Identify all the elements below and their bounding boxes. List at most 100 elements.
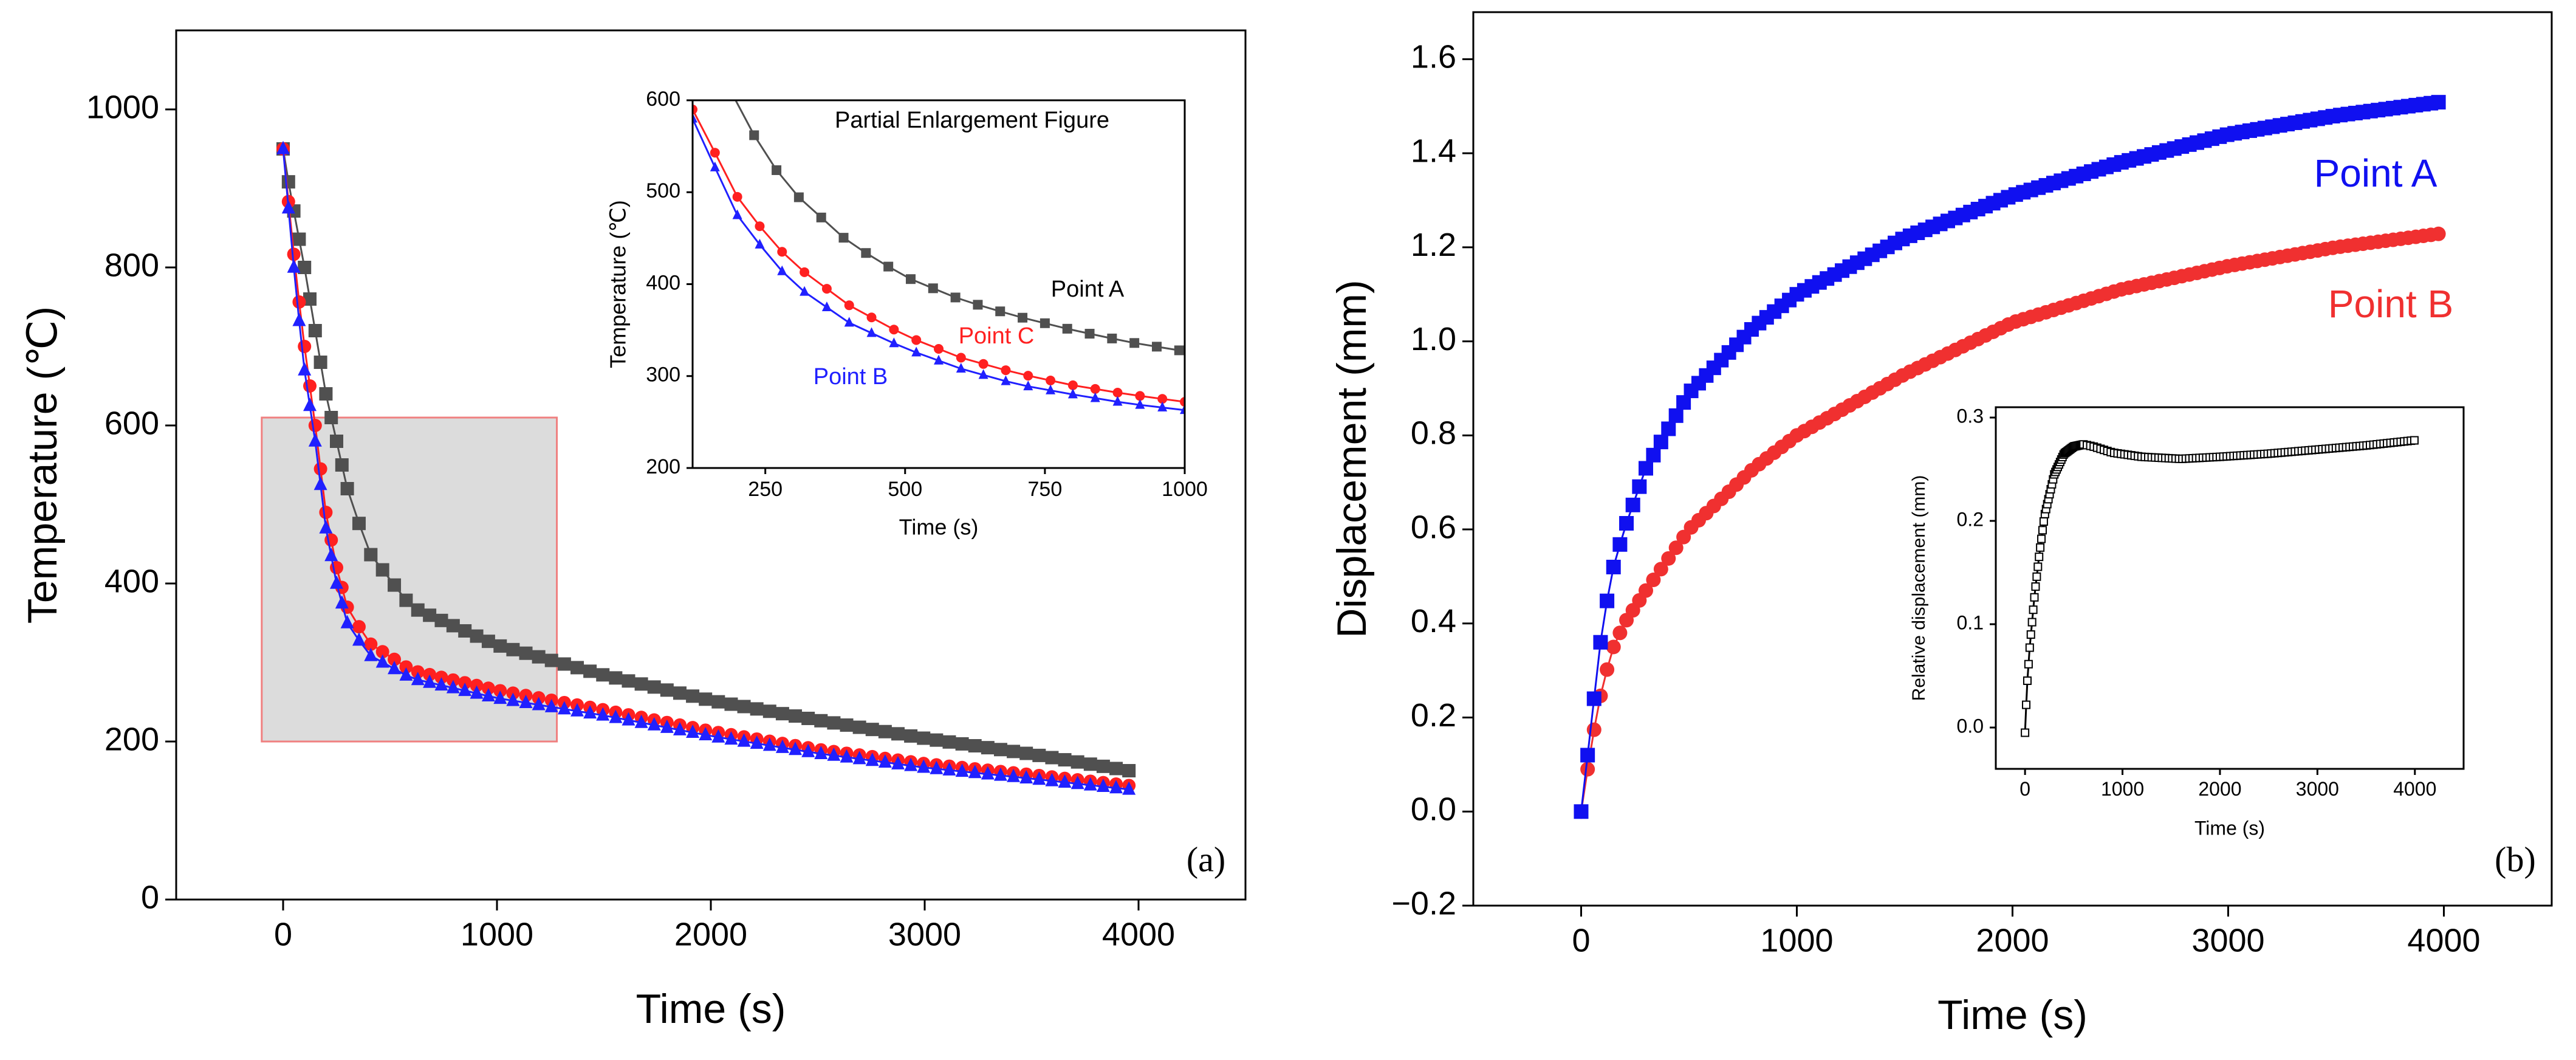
panel-b-inset-relative-point-11 bbox=[2033, 562, 2043, 571]
panel-a-point-a-point-40 bbox=[686, 689, 700, 703]
panel-a-inset-point-b-point-5 bbox=[800, 286, 810, 296]
panel-b-point-a-point-11 bbox=[1646, 447, 1661, 463]
panel-b-inset-xtick-label-0: 0 bbox=[2019, 778, 2030, 800]
panel-a-point-b-point-63 bbox=[981, 766, 995, 780]
panel-a-inset-point-c-point-18 bbox=[1090, 384, 1100, 394]
panel-a-inset-point-c-point-14 bbox=[1001, 365, 1011, 376]
panel-a-point-a-point-71 bbox=[1083, 757, 1097, 771]
panel-b-inset-relative-point-2 bbox=[2023, 676, 2032, 685]
panel-a-point-b-point-26 bbox=[506, 692, 520, 706]
panel-a-inset-point-a-point-5 bbox=[816, 212, 826, 222]
panel-a-point-a-point-42 bbox=[711, 695, 725, 709]
panel-a-point-c-point-3 bbox=[292, 295, 306, 309]
panel-a-point-a-point-64 bbox=[993, 743, 1007, 757]
panel-a-point-b-point-58 bbox=[917, 759, 931, 773]
panel-b-inset-ylabel: Relative displacement (mm) bbox=[1909, 475, 1929, 701]
panel-a-inset-point-c-point-15 bbox=[1023, 371, 1033, 381]
panel-a-point-b-point-52 bbox=[840, 749, 854, 763]
panel-b-ytick-label-9: 1.6 bbox=[1411, 39, 1456, 75]
panel-a-inset-point-c-series bbox=[693, 105, 1185, 407]
panel-a-inset-point-c-point-1 bbox=[710, 148, 720, 158]
panel-b-inset-relative-point-9 bbox=[2031, 582, 2040, 591]
panel-a-point-b-point-30 bbox=[557, 701, 571, 715]
panel-b-annotation-point-b: Point B bbox=[2328, 282, 2453, 326]
panel-a-point-a-point-41 bbox=[699, 692, 713, 706]
panel-a-point-a-point-43 bbox=[724, 697, 738, 711]
panel-a-point-b-point-5 bbox=[303, 398, 317, 411]
panel-a-inset-ylabel: Temperature (℃) bbox=[606, 200, 631, 368]
panel-a-inset-point-b-point-3 bbox=[755, 238, 765, 249]
panel-b-inset-xtick-label-2: 2000 bbox=[2198, 778, 2241, 800]
panel-a-point-b-point-36 bbox=[634, 714, 648, 728]
panel-a-point-a-point-33 bbox=[596, 668, 610, 682]
panel-b-ylabel: Displacement (mm) bbox=[1329, 280, 1375, 638]
panel-b-inset-relative-point-8 bbox=[2030, 593, 2039, 602]
panel-a-inset-point-b-point-15 bbox=[1023, 380, 1033, 391]
panel-a-point-a-point-38 bbox=[660, 683, 674, 697]
panel-a-point-b-point-70 bbox=[1070, 776, 1084, 790]
panel-b-point-b-point-13 bbox=[1661, 551, 1676, 566]
panel-b-inset-axes bbox=[1995, 406, 2465, 770]
panel-a-point-c-point-16 bbox=[388, 652, 402, 666]
panel-a-point-b-point-42 bbox=[711, 729, 725, 743]
panel-a-xtick-label-0: 0 bbox=[274, 916, 292, 952]
panel-a-inset-xtick-label-1: 500 bbox=[888, 478, 922, 501]
panel-a-point-b-point-57 bbox=[904, 757, 918, 771]
panel-b-xlabel: Time (s) bbox=[1937, 992, 2088, 1038]
panel-a-point-b-point-15 bbox=[375, 654, 389, 668]
panel-a-point-b-point-60 bbox=[942, 762, 956, 776]
panel-a-point-b-point-73 bbox=[1109, 780, 1123, 794]
panel-a-point-b-point-3 bbox=[292, 312, 306, 326]
panel-a-point-b-point-7 bbox=[313, 477, 327, 490]
panel-a-point-a-point-36 bbox=[634, 677, 648, 691]
panel-b-inset-relative-point-4 bbox=[2025, 643, 2034, 652]
panel-b-xtick-label-0: 0 bbox=[1572, 922, 1590, 958]
panel-a-inset-point-c-point-2 bbox=[732, 191, 742, 202]
panel-a-inset-point-a-point-21 bbox=[1174, 345, 1184, 356]
panel-a-inset-point-c-point-7 bbox=[844, 300, 854, 311]
panel-a-xtick-label-3: 3000 bbox=[888, 916, 961, 952]
panel-a-point-a-point-7 bbox=[313, 356, 327, 369]
panel-a-point-a-point-46 bbox=[762, 704, 776, 718]
panel-a-point-a-point-1 bbox=[281, 175, 295, 189]
panel-b-inset-xtick-label-4: 4000 bbox=[2393, 778, 2436, 800]
panel-a-point-b-point-71 bbox=[1083, 777, 1097, 791]
panel-b-point-b-point-1 bbox=[1580, 762, 1595, 777]
panel-a-inset-point-a-point-10 bbox=[928, 283, 938, 294]
panel-a-point-a-point-68 bbox=[1045, 751, 1059, 765]
panel-a-ytick-label-5: 1000 bbox=[86, 89, 159, 125]
panel-a-point-a-point-60 bbox=[942, 735, 956, 749]
panel-b-point-b-point-12 bbox=[1653, 562, 1668, 577]
panel-a-point-b-point-66 bbox=[1019, 769, 1033, 783]
panel-a-inset-point-a-point-13 bbox=[995, 306, 1005, 317]
panel-a-point-b-point-37 bbox=[647, 717, 661, 731]
panel-b-ytick-label-8: 1.4 bbox=[1411, 132, 1456, 169]
panel-a-point-a-point-45 bbox=[750, 702, 764, 716]
panel-a-point-b-point-50 bbox=[814, 746, 828, 760]
panel-a-inset-point-c-point-16 bbox=[1046, 376, 1056, 386]
panel-a-inset-point-c-point-8 bbox=[866, 312, 877, 323]
panel-a-inset-ytick-label-0: 200 bbox=[646, 455, 680, 478]
panel-b-inset-relative-point-6 bbox=[2027, 618, 2036, 627]
panel-a-point-a-point-19 bbox=[423, 608, 437, 622]
panel-a-ytick-label-4: 800 bbox=[104, 247, 159, 283]
panel-b-ytick-label-3: 0.4 bbox=[1411, 603, 1456, 639]
panel-a-point-b-point-67 bbox=[1032, 771, 1046, 785]
panel-a-inset-point-b-point-20 bbox=[1135, 399, 1145, 409]
panel-a-point-b-point-48 bbox=[789, 742, 803, 755]
panel-a-inset-point-b-point-6 bbox=[821, 301, 832, 312]
panel-a-inset-point-a-point-16 bbox=[1062, 323, 1072, 334]
panel-a-point-a-point-63 bbox=[981, 741, 995, 755]
panel-a: 0 1000 2000 3000 4000 0 200 400 600 800 1000 Time (… bbox=[19, 29, 1247, 1032]
panel-a-point-a-point-6 bbox=[308, 324, 322, 337]
panel-b-inset-ytick-label-2: 0.2 bbox=[1957, 508, 1984, 530]
panel-a-point-b-point-10 bbox=[330, 575, 343, 589]
panel-a-inset-point-b-point-9 bbox=[889, 337, 899, 348]
panel-a-point-b-point-9 bbox=[324, 548, 338, 562]
panel-a-inset-xtick-label-2: 750 bbox=[1028, 478, 1063, 501]
panel-a-point-a-point-12 bbox=[340, 482, 354, 495]
panel-a-point-c-point-4 bbox=[298, 340, 312, 353]
panel-b-point-a-point-1 bbox=[1580, 748, 1595, 763]
panel-a-point-a-point-47 bbox=[775, 707, 789, 721]
panel-b-inset-relative-point-10 bbox=[2032, 572, 2041, 581]
